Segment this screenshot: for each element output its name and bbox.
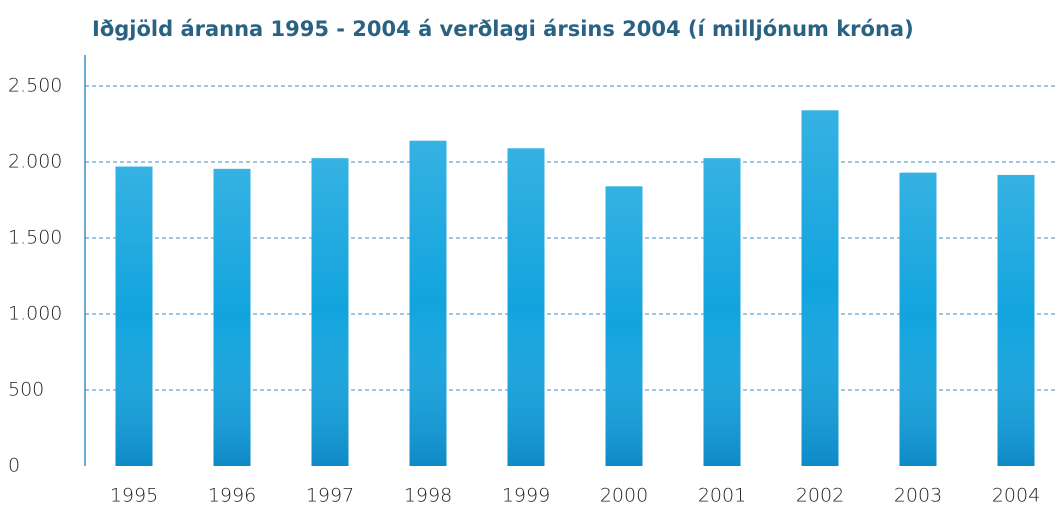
- y-tick-label: 1.000: [8, 303, 62, 325]
- y-tick-label: 0: [8, 455, 20, 477]
- x-tick-label: 1999: [502, 485, 550, 507]
- x-tick-label: 2003: [894, 485, 942, 507]
- y-tick-label: 2.000: [8, 151, 62, 173]
- x-tick-label: 1995: [110, 485, 158, 507]
- bar-shade: [115, 166, 153, 466]
- bar-shade: [409, 140, 447, 466]
- x-tick-label: 2004: [992, 485, 1040, 507]
- bar-shade: [703, 158, 741, 466]
- y-tick-label: 500: [8, 379, 44, 401]
- y-tick-label: 2.500: [8, 75, 62, 97]
- y-tick-label: 1.500: [8, 227, 62, 249]
- bar-shade: [899, 172, 937, 466]
- x-tick-label: 2001: [698, 485, 746, 507]
- bar-shade: [311, 158, 349, 466]
- bar-shade: [213, 168, 251, 466]
- x-tick-label: 1996: [208, 485, 256, 507]
- bar-shade: [605, 186, 643, 466]
- bar-shade: [801, 110, 839, 466]
- x-tick-label: 2000: [600, 485, 648, 507]
- chart-title: Iðgjöld áranna 1995 - 2004 á verðlagi ár…: [92, 17, 914, 41]
- x-tick-label: 1997: [306, 485, 354, 507]
- bar-shade: [507, 148, 545, 466]
- x-tick-label: 2002: [796, 485, 844, 507]
- bar-shade: [997, 174, 1035, 467]
- x-tick-label: 1998: [404, 485, 452, 507]
